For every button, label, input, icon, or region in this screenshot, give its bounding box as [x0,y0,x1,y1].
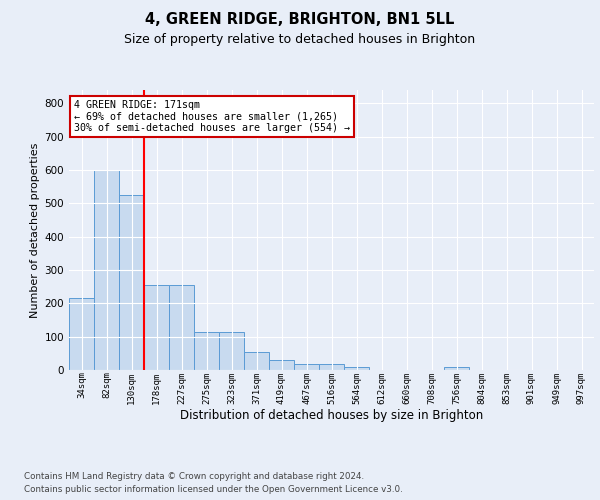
Text: Contains HM Land Registry data © Crown copyright and database right 2024.: Contains HM Land Registry data © Crown c… [24,472,364,481]
Text: Size of property relative to detached houses in Brighton: Size of property relative to detached ho… [124,32,476,46]
Bar [319,364,344,370]
Bar [244,352,269,370]
X-axis label: Distribution of detached houses by size in Brighton: Distribution of detached houses by size … [180,409,483,422]
Y-axis label: Number of detached properties: Number of detached properties [31,142,40,318]
Bar [294,364,319,370]
Text: 4, GREEN RIDGE, BRIGHTON, BN1 5LL: 4, GREEN RIDGE, BRIGHTON, BN1 5LL [145,12,455,28]
Text: 4 GREEN RIDGE: 171sqm
← 69% of detached houses are smaller (1,265)
30% of semi-d: 4 GREEN RIDGE: 171sqm ← 69% of detached … [74,100,350,133]
Bar [144,285,169,370]
Bar [269,360,294,370]
Bar [344,366,369,370]
Text: Contains public sector information licensed under the Open Government Licence v3: Contains public sector information licen… [24,485,403,494]
Bar [194,332,219,370]
Bar [119,195,144,370]
Bar [169,285,194,370]
Bar [444,366,469,370]
Bar [69,298,94,370]
Bar [94,170,119,370]
Bar [219,332,244,370]
